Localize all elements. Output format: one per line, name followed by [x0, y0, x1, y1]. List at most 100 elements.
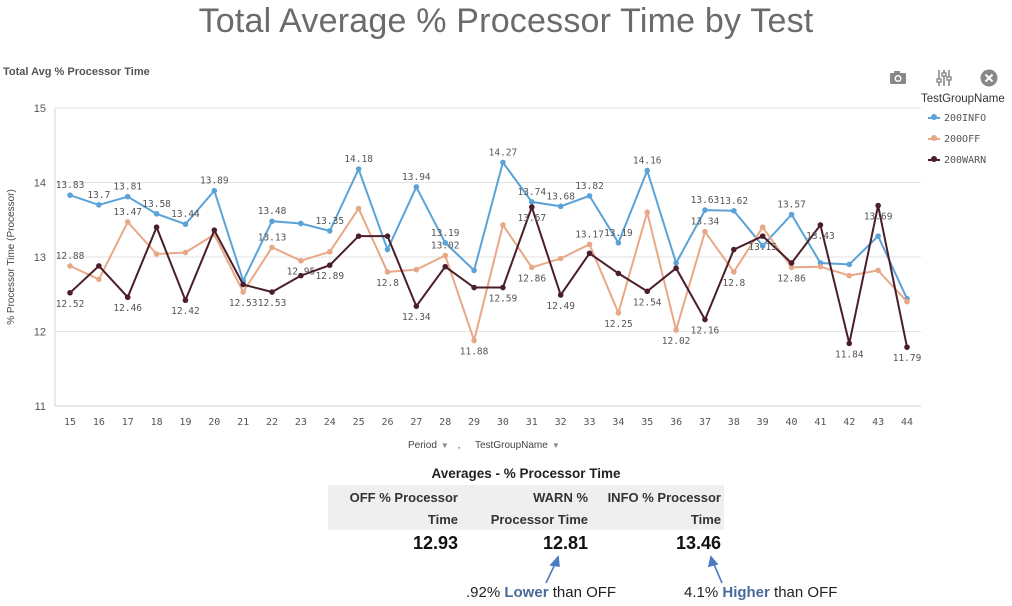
x-tick-label: 27	[410, 417, 422, 428]
y-axis-label: % Processor Time (Processor)	[6, 189, 17, 325]
data-point	[442, 252, 449, 259]
data-point	[326, 262, 333, 268]
data-point	[326, 228, 333, 234]
data-label: 13.19	[431, 228, 460, 239]
note-prefix: 4.1%	[684, 584, 723, 601]
data-point	[471, 284, 477, 291]
arrow-info-head	[707, 555, 719, 568]
x-field-separator: ,	[454, 440, 461, 451]
legend-item-200off[interactable]: 200OFF	[928, 134, 980, 145]
data-point	[413, 303, 420, 309]
data-point	[326, 248, 333, 255]
data-point	[124, 294, 131, 301]
data-point	[875, 233, 881, 239]
data-label: 13.13	[258, 232, 287, 243]
legend-swatch	[928, 134, 940, 144]
data-point	[96, 276, 102, 283]
data-point	[442, 263, 449, 270]
data-point	[731, 246, 737, 253]
data-point	[211, 187, 218, 194]
data-point	[240, 289, 246, 295]
sliders-icon[interactable]	[934, 68, 954, 88]
data-label: 11.79	[893, 353, 922, 364]
x-tick-label: 26	[381, 417, 393, 428]
data-point	[355, 166, 362, 172]
data-point	[500, 159, 506, 166]
x-tick-label: 22	[266, 417, 278, 428]
x-tick-label: 18	[151, 417, 163, 428]
data-point	[557, 203, 564, 210]
data-label: 12.8	[376, 278, 399, 289]
data-point	[211, 227, 218, 233]
x-tick-label: 29	[468, 417, 480, 428]
data-point	[615, 310, 622, 316]
legend-item-200info[interactable]: 200INFO	[928, 113, 986, 124]
x-tick-label: 21	[237, 417, 249, 428]
data-point	[788, 260, 795, 266]
close-icon[interactable]	[979, 68, 999, 88]
x-tick-label: 37	[699, 417, 711, 428]
y-tick-label: 11	[35, 401, 46, 413]
data-label: 12.42	[171, 306, 200, 317]
value-info: 13.46	[675, 533, 721, 553]
data-point	[384, 269, 391, 275]
x-tick-label: 17	[122, 417, 134, 428]
camera-icon[interactable]	[888, 68, 908, 88]
y-tick-label: 13	[34, 252, 46, 264]
data-point	[124, 193, 131, 200]
data-point	[673, 265, 679, 271]
header-line: INFO % Processor	[607, 490, 721, 505]
data-label: 13.47	[113, 207, 142, 218]
x-field-testgroupname[interactable]: TestGroupName ▼	[475, 440, 560, 451]
data-point	[644, 288, 651, 295]
data-label: 12.16	[691, 326, 720, 337]
data-label: 12.88	[56, 251, 85, 262]
data-point	[471, 337, 477, 344]
x-tick-label: 19	[179, 417, 191, 428]
x-tick-label: 24	[324, 417, 336, 428]
legend-item-200warn[interactable]: 200WARN	[928, 155, 986, 166]
series-line-200warn	[69, 204, 908, 348]
legend-title: TestGroupName	[921, 93, 1005, 105]
x-tick-label: 31	[526, 417, 538, 428]
data-label: 13.89	[200, 176, 229, 187]
header-line: WARN %	[533, 490, 588, 505]
x-tick-label: 33	[583, 417, 595, 428]
data-label: 13.82	[575, 181, 604, 192]
x-field-label: TestGroupName	[475, 440, 548, 451]
data-label: 13.34	[691, 217, 720, 228]
data-point	[817, 263, 824, 270]
data-point	[413, 266, 420, 273]
header-line: Time	[427, 512, 458, 527]
data-label: 13.74	[517, 187, 546, 198]
data-label: 12.25	[604, 319, 633, 330]
data-point	[817, 222, 824, 228]
data-point	[182, 297, 189, 304]
chart-title: Total Avg % Processor Time	[3, 66, 150, 78]
data-point	[269, 289, 275, 295]
value-off: 12.93	[412, 533, 458, 553]
data-label: 13.7	[87, 190, 110, 201]
data-point	[153, 210, 160, 217]
chevron-down-icon: ▼	[551, 441, 560, 450]
x-field-period[interactable]: Period ▼ ,	[408, 440, 466, 451]
data-label: 12.02	[662, 336, 691, 347]
data-point	[557, 255, 564, 262]
data-label: 12.49	[546, 301, 575, 312]
data-point	[644, 167, 651, 174]
data-point	[731, 208, 737, 214]
data-label: 13.62	[720, 196, 749, 207]
x-tick-label: 40	[786, 417, 798, 428]
arrow-warn-head	[549, 555, 560, 567]
data-label: 12.86	[517, 273, 546, 284]
page-title: Total Average % Processor Time by Test	[198, 2, 814, 40]
data-point	[67, 263, 73, 269]
data-point	[788, 264, 795, 271]
data-point	[384, 246, 391, 253]
data-label: 12.53	[258, 298, 287, 309]
data-point	[846, 272, 853, 279]
data-point	[673, 327, 679, 333]
data-point	[904, 298, 910, 305]
x-tick-label: 34	[612, 417, 624, 428]
